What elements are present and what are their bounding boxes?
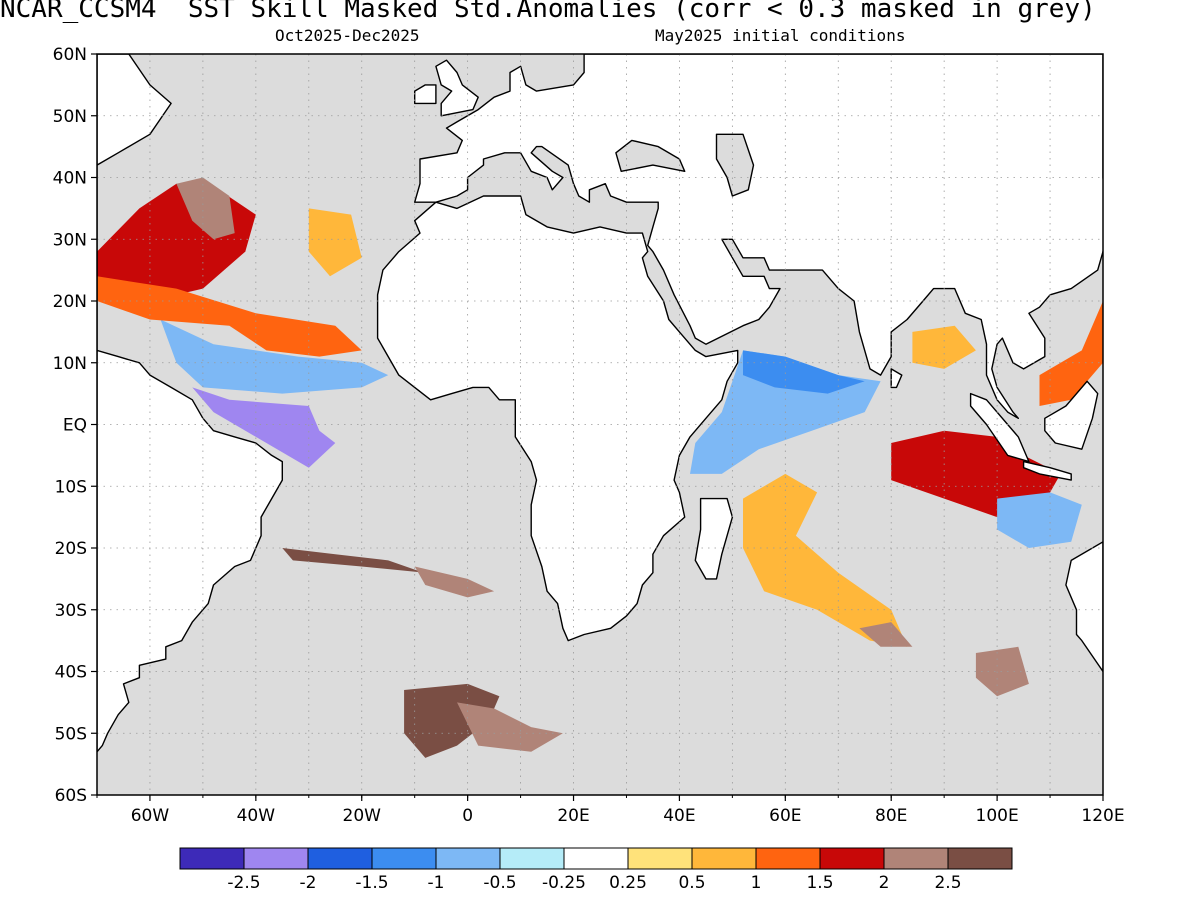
iceland — [341, 17, 394, 29]
eurasia — [414, 54, 1103, 419]
initial-conditions: May2025 initial conditions — [655, 26, 906, 45]
colorbar-swatch — [435, 847, 501, 870]
caspian-sea-hole — [715, 133, 755, 197]
colorbar-label: 1 — [751, 873, 762, 893]
lon-tick-label: 40E — [663, 806, 695, 826]
australia — [1065, 541, 1103, 673]
sumatra — [969, 392, 1030, 463]
anomaly-south-china-sea-pos — [1039, 301, 1103, 406]
anomaly-south-indian-pos — [743, 473, 908, 647]
lon-tick-label: 60W — [131, 806, 170, 826]
colorbar-label: 2 — [879, 873, 890, 893]
lon-tick-label: 60E — [769, 806, 801, 826]
lon-tick-label: 20E — [557, 806, 589, 826]
colorbar-label: 1.5 — [806, 873, 833, 893]
black-sea-hole — [615, 139, 686, 173]
colorbar-swatch — [819, 847, 885, 870]
anomaly-southern-ocean-red — [457, 702, 563, 752]
anomaly-caribbean-neg — [160, 319, 389, 394]
anomaly-south-atlantic-red — [414, 566, 495, 598]
colorbar-swatch — [563, 847, 629, 870]
lon-tick-label: 80E — [875, 806, 907, 826]
lat-tick-label: 30S — [55, 601, 87, 621]
colorbar-swatch — [179, 847, 245, 870]
land-masses — [97, 17, 1103, 753]
colorbar: -2.5 -2 -1.5 -1 -0.5 -0.25 0.25 0.5 1 1.5 2 2.5 — [179, 847, 1013, 893]
sri-lanka — [890, 368, 903, 389]
anomaly-south-atlantic-band — [282, 548, 468, 592]
lat-tick-label: 50S — [55, 724, 87, 744]
colorbar-label: 0.25 — [609, 873, 647, 893]
colorbar-label: 0.5 — [678, 873, 705, 893]
lat-tick-label: 40N — [53, 169, 87, 189]
great-britain — [435, 59, 479, 117]
colorbar-label: 2.5 — [934, 873, 961, 893]
colorbar-swatch — [755, 847, 821, 870]
colorbar-swatch — [371, 847, 437, 870]
colorbar-swatch — [243, 847, 309, 870]
anomaly-west-tropical-atlantic-neg — [192, 387, 336, 468]
colorbar-label: -1 — [428, 873, 445, 893]
forecast-period: Oct2025-Dec2025 — [275, 26, 420, 45]
lat-tick-label: 10S — [55, 477, 87, 497]
borneo — [1044, 380, 1099, 450]
africa — [376, 195, 739, 642]
java — [1022, 460, 1072, 481]
lon-tick-label: 20W — [343, 806, 382, 826]
colorbar-swatch — [307, 847, 373, 870]
anomaly-north-atlantic-pos-east — [308, 208, 362, 277]
colorbar-swatch — [627, 847, 693, 870]
anomaly-nw-australia-neg — [997, 492, 1082, 548]
colorbar-label: -0.25 — [542, 873, 586, 893]
colorbar-swatch — [947, 847, 1013, 870]
lat-tick-label: 60N — [53, 45, 87, 65]
lat-tick-label: 40S — [55, 663, 87, 683]
graticule — [97, 54, 1103, 795]
anomaly-south-indian-red — [859, 622, 913, 647]
colorbar-label: -0.5 — [483, 873, 516, 893]
axis-ticks: 60N 50N 40N 30N 20N 10N EQ 10S 20S 30S 40S 50S 60S 60… — [53, 45, 1125, 826]
colorbar-swatch — [499, 847, 565, 870]
lat-tick-label: 10N — [53, 354, 87, 374]
lat-tick-label: 60S — [55, 786, 87, 806]
lon-tick-label: 100E — [976, 806, 1019, 826]
map-title: NCAR_CCSM4 SST Skill Masked Std.Anomalie… — [0, 0, 1096, 24]
lat-tick-label: EQ — [63, 416, 87, 436]
lat-tick-label: 30N — [53, 230, 87, 250]
colorbar-label: -2 — [300, 873, 317, 893]
colorbar-swatch — [883, 847, 949, 870]
lon-tick-label: 120E — [1081, 806, 1124, 826]
anomaly-north-atlantic-red — [176, 177, 235, 240]
lon-tick-label: 0 — [462, 806, 473, 826]
north-america — [97, 54, 172, 358]
anomaly-south-of-australia-red — [975, 646, 1029, 697]
lat-tick-label: 50N — [53, 107, 87, 127]
anomaly-subtropical-na-orange — [97, 276, 362, 357]
anomaly-arabian-sea-strong-neg — [743, 350, 865, 394]
lat-tick-label: 20S — [55, 539, 87, 559]
madagascar — [694, 497, 734, 580]
colorbar-label: -1.5 — [355, 873, 388, 893]
lat-tick-label: 20N — [53, 292, 87, 312]
colorbar-swatch — [691, 847, 757, 870]
anomaly-southern-ocean-brown — [404, 683, 500, 758]
lon-tick-label: 40W — [237, 806, 276, 826]
south-america — [97, 349, 283, 753]
colorbar-label: -2.5 — [227, 873, 260, 893]
